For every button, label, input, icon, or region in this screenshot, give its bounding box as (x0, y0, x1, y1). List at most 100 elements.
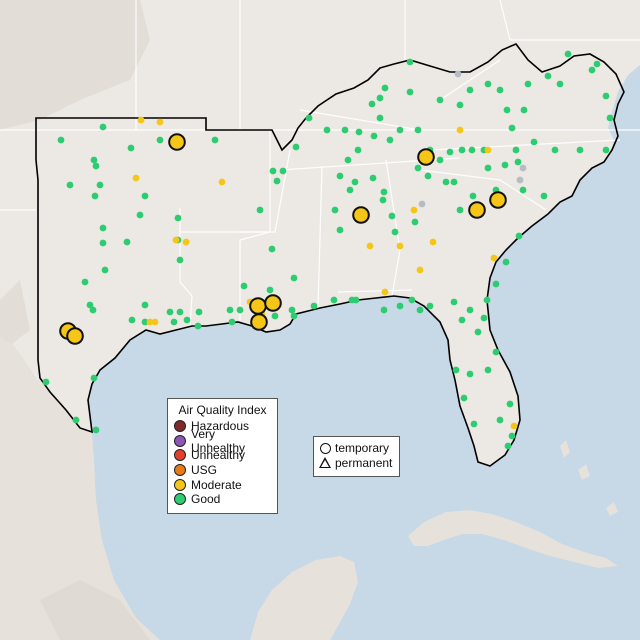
monitor-moderate[interactable] (172, 236, 180, 244)
monitor-good[interactable] (380, 188, 388, 196)
monitor-good[interactable] (426, 302, 434, 310)
monitor-good[interactable] (91, 192, 99, 200)
monitor-good[interactable] (450, 298, 458, 306)
monitor-good[interactable] (408, 296, 416, 304)
monitor-good[interactable] (42, 378, 50, 386)
monitor-good[interactable] (176, 256, 184, 264)
monitor-good[interactable] (480, 314, 488, 322)
monitor-good[interactable] (351, 178, 359, 186)
monitor-good[interactable] (484, 366, 492, 374)
monitor-temporary-moderate[interactable] (66, 327, 84, 345)
monitor-good[interactable] (211, 136, 219, 144)
monitor-good[interactable] (346, 186, 354, 194)
monitor-moderate[interactable] (510, 422, 518, 430)
monitor-good[interactable] (92, 162, 100, 170)
monitor-moderate[interactable] (381, 288, 389, 296)
monitor-good[interactable] (456, 101, 464, 109)
monitor-good[interactable] (352, 296, 360, 304)
monitor-good[interactable] (496, 416, 504, 424)
monitor-moderate[interactable] (146, 318, 154, 326)
monitor-good[interactable] (515, 232, 523, 240)
monitor-good[interactable] (469, 192, 477, 200)
monitor-good[interactable] (391, 228, 399, 236)
monitor-moderate[interactable] (366, 242, 374, 250)
monitor-good[interactable] (474, 328, 482, 336)
monitor-good[interactable] (519, 186, 527, 194)
monitor-good[interactable] (305, 114, 313, 122)
monitor-moderate[interactable] (410, 206, 418, 214)
monitor-good[interactable] (92, 426, 100, 434)
monitor-good[interactable] (240, 282, 248, 290)
monitor-good[interactable] (354, 146, 362, 154)
monitor-good[interactable] (508, 124, 516, 132)
monitor-good[interactable] (460, 394, 468, 402)
monitor-good[interactable] (331, 206, 339, 214)
monitor-good[interactable] (520, 106, 528, 114)
monitor-temporary-moderate[interactable] (264, 294, 282, 312)
monitor-good[interactable] (512, 146, 520, 154)
monitor-good[interactable] (123, 238, 131, 246)
monitor-good[interactable] (323, 126, 331, 134)
monitor-moderate[interactable] (490, 254, 498, 262)
monitor-good[interactable] (156, 136, 164, 144)
monitor-good[interactable] (470, 420, 478, 428)
monitor-good[interactable] (341, 126, 349, 134)
monitor-good[interactable] (236, 306, 244, 314)
monitor-good[interactable] (268, 245, 276, 253)
monitor-good[interactable] (101, 266, 109, 274)
monitor-good[interactable] (492, 280, 500, 288)
monitor-good[interactable] (183, 316, 191, 324)
monitor-temporary-moderate[interactable] (417, 148, 435, 166)
monitor-good[interactable] (502, 258, 510, 266)
monitor-good[interactable] (446, 148, 454, 156)
monitor-good[interactable] (90, 156, 98, 164)
monitor-good[interactable] (514, 158, 522, 166)
monitor-temporary-moderate[interactable] (352, 206, 370, 224)
monitor-moderate[interactable] (156, 118, 164, 126)
monitor-good[interactable] (504, 442, 512, 450)
monitor-good[interactable] (442, 178, 450, 186)
monitor-moderate[interactable] (484, 146, 492, 154)
monitor-good[interactable] (564, 50, 572, 58)
monitor-good[interactable] (602, 146, 610, 154)
monitor-good[interactable] (593, 60, 601, 68)
monitor-good[interactable] (508, 432, 516, 440)
monitor-good[interactable] (540, 192, 548, 200)
monitor-good[interactable] (414, 164, 422, 172)
monitor-good[interactable] (588, 66, 596, 74)
monitor-good[interactable] (466, 306, 474, 314)
monitor-good[interactable] (136, 211, 144, 219)
monitor-good[interactable] (194, 322, 202, 330)
monitor-good[interactable] (330, 296, 338, 304)
monitor-good[interactable] (501, 161, 509, 169)
monitor-good[interactable] (336, 226, 344, 234)
monitor-good[interactable] (273, 177, 281, 185)
monitor-temporary-moderate[interactable] (168, 133, 186, 151)
monitor-good[interactable] (544, 72, 552, 80)
monitor-good[interactable] (414, 126, 422, 134)
monitor-good[interactable] (344, 156, 352, 164)
monitor-moderate[interactable] (182, 238, 190, 246)
monitor-temporary-moderate[interactable] (468, 201, 486, 219)
monitor-good[interactable] (530, 138, 538, 146)
monitor-good[interactable] (484, 80, 492, 88)
monitor-good[interactable] (290, 312, 298, 320)
monitor-good[interactable] (483, 296, 491, 304)
monitor-good[interactable] (458, 146, 466, 154)
monitor-good[interactable] (288, 306, 296, 314)
monitor-good[interactable] (436, 96, 444, 104)
monitor-good[interactable] (269, 167, 277, 175)
monitor-moderate[interactable] (218, 178, 226, 186)
monitor-good[interactable] (484, 164, 492, 172)
monitor-good[interactable] (556, 80, 564, 88)
monitor-good[interactable] (271, 312, 279, 320)
monitor-good[interactable] (456, 206, 464, 214)
monitor-good[interactable] (292, 143, 300, 151)
monitor-good[interactable] (388, 212, 396, 220)
monitor-good[interactable] (195, 308, 203, 316)
monitor-good[interactable] (279, 167, 287, 175)
monitor-good[interactable] (310, 302, 318, 310)
monitor-good[interactable] (96, 181, 104, 189)
monitor-moderate[interactable] (416, 266, 424, 274)
monitor-good[interactable] (466, 370, 474, 378)
